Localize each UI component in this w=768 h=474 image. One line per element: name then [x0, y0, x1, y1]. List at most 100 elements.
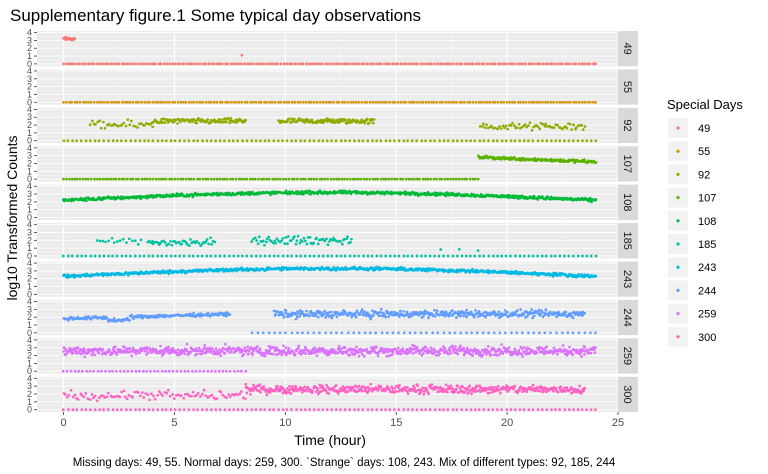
data-point	[415, 139, 419, 143]
data-point	[455, 316, 458, 319]
data-point	[413, 345, 417, 348]
data-point	[391, 331, 395, 335]
data-point	[375, 254, 379, 258]
data-point	[123, 345, 126, 349]
data-point	[305, 242, 309, 246]
data-point	[349, 62, 352, 66]
data-point	[262, 62, 266, 66]
data-point	[471, 177, 475, 181]
data-point	[70, 100, 73, 104]
data-point	[134, 125, 137, 128]
data-point	[209, 121, 212, 125]
data-point	[168, 394, 172, 398]
data-point	[483, 100, 486, 104]
data-point	[487, 254, 491, 258]
data-point	[369, 100, 372, 104]
data-point	[228, 313, 232, 316]
data-point	[101, 100, 104, 104]
data-point	[66, 139, 70, 143]
data-point	[575, 126, 578, 129]
y-tick-label: 1	[27, 282, 32, 292]
data-point	[302, 236, 306, 240]
data-point	[348, 139, 352, 143]
y-tick-label: 0	[27, 289, 32, 299]
data-point	[527, 62, 531, 66]
data-point	[245, 139, 249, 143]
data-point	[501, 350, 505, 354]
data-point	[145, 177, 149, 181]
data-point	[270, 62, 274, 66]
data-point	[159, 100, 163, 104]
data-point	[558, 100, 562, 104]
data-point	[488, 62, 492, 66]
data-point	[276, 254, 280, 258]
data-point	[128, 123, 132, 127]
data-point	[513, 271, 517, 275]
y-tick-label: 3	[27, 266, 32, 276]
data-point	[589, 254, 593, 258]
data-point	[478, 351, 482, 354]
data-point	[130, 354, 134, 358]
data-point	[105, 317, 109, 320]
data-point	[98, 100, 102, 104]
data-point	[225, 396, 228, 400]
data-point	[184, 393, 187, 396]
data-point	[464, 254, 468, 258]
data-point	[191, 254, 195, 258]
data-point	[460, 254, 464, 258]
data-point	[107, 139, 110, 143]
data-point	[159, 344, 162, 348]
data-point	[424, 139, 427, 143]
data-point	[393, 408, 396, 411]
data-point	[111, 139, 115, 143]
data-point	[574, 100, 578, 104]
data-point	[580, 355, 584, 358]
data-point	[198, 369, 202, 373]
data-point	[85, 199, 88, 203]
data-point	[103, 126, 107, 130]
data-point	[71, 351, 75, 355]
data-point	[413, 62, 417, 66]
y-tick-label: 2	[27, 82, 32, 92]
data-point	[299, 139, 303, 143]
data-point	[161, 408, 164, 411]
data-point	[402, 254, 406, 258]
data-point	[470, 331, 473, 335]
data-point	[145, 121, 148, 125]
data-point	[502, 100, 506, 104]
data-point	[400, 352, 403, 356]
data-point	[243, 346, 247, 350]
y-tick-label: 2	[27, 43, 32, 53]
data-point	[86, 100, 90, 104]
data-point	[245, 254, 249, 258]
data-point	[142, 396, 146, 399]
data-point	[206, 177, 210, 181]
data-point	[223, 139, 226, 143]
y-tick-label: 1	[27, 128, 32, 138]
chart-title: Supplementary figure.1 Some typical day …	[10, 6, 421, 25]
data-point	[463, 311, 467, 315]
data-point	[440, 62, 444, 66]
data-point	[115, 369, 118, 373]
facet-strip-label: 185	[621, 232, 633, 250]
data-point	[393, 100, 397, 104]
data-point	[120, 408, 123, 411]
data-point	[215, 100, 219, 104]
data-point	[549, 254, 553, 258]
data-point	[151, 62, 155, 66]
data-point	[594, 139, 598, 143]
data-point	[179, 62, 182, 66]
data-point	[413, 100, 416, 104]
data-point	[210, 393, 214, 397]
data-point	[533, 159, 536, 163]
data-point	[449, 62, 452, 66]
data-point	[463, 100, 466, 104]
data-point	[143, 124, 146, 127]
data-point	[167, 345, 171, 349]
data-point	[140, 62, 144, 66]
data-point	[538, 100, 542, 104]
data-point	[148, 100, 151, 104]
data-point	[128, 319, 132, 322]
data-point	[429, 62, 433, 66]
data-point	[593, 351, 597, 354]
